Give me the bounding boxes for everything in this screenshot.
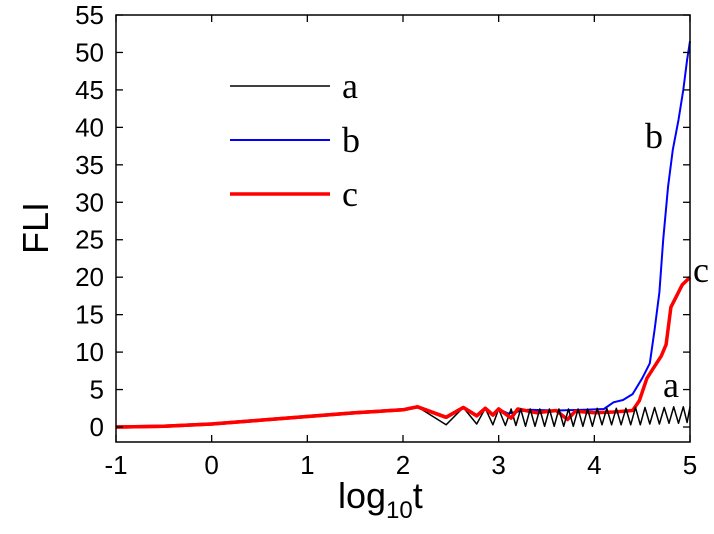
y-tick-label: 55: [75, 0, 104, 30]
series-line-c: [115, 275, 692, 429]
plot-frame: [115, 14, 691, 443]
x-axis-title-sub: 10: [386, 497, 413, 524]
y-tick-label: 30: [75, 187, 104, 217]
x-tick-label: 0: [204, 450, 218, 480]
annotation-a: a: [663, 365, 679, 405]
x-tick-label: 3: [491, 450, 505, 480]
x-axis-title-main: log: [338, 475, 386, 516]
x-axis-title: log10t: [338, 475, 423, 524]
legend: abc: [230, 66, 360, 214]
annotation-b: b: [645, 116, 663, 156]
x-tick-label: 2: [396, 450, 410, 480]
series-line-c-overlay: [115, 405, 520, 429]
y-tick-label: 35: [75, 150, 104, 180]
x-tick-label: 4: [587, 450, 601, 480]
x-axis-title-tail: t: [413, 475, 423, 516]
y-tick-label: 40: [75, 112, 104, 142]
annotation-c: c: [693, 250, 709, 290]
legend-label-b: b: [342, 120, 360, 160]
y-tick-label: 45: [75, 75, 104, 105]
series-line-b: [115, 41, 691, 428]
y-tick-label: 0: [90, 412, 104, 442]
x-tick-label: 5: [683, 450, 697, 480]
y-tick-label: 10: [75, 337, 104, 367]
y-axis-title: FLI: [15, 202, 56, 254]
legend-label-c: c: [342, 174, 358, 214]
y-tick-label: 20: [75, 262, 104, 292]
plot-lines: [115, 41, 692, 429]
x-tick-label: -1: [104, 450, 127, 480]
y-tick-label: 25: [75, 225, 104, 255]
y-tick-label: 50: [75, 37, 104, 67]
y-tick-label: 5: [90, 375, 104, 405]
y-tick-label: 15: [75, 300, 104, 330]
x-tick-label: 1: [300, 450, 314, 480]
legend-label-a: a: [342, 66, 358, 106]
